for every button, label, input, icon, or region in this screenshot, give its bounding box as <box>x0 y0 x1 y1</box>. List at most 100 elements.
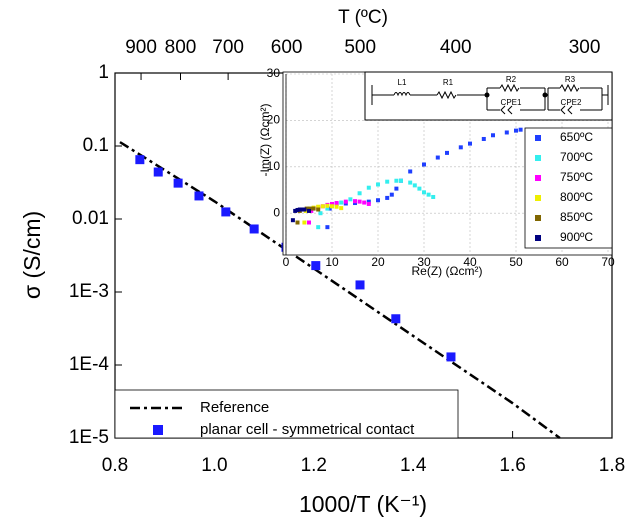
cpe-symbols <box>500 105 573 115</box>
data-point <box>339 200 344 205</box>
data-point <box>316 204 321 209</box>
y-tick-label: 1 <box>98 62 109 83</box>
data-point <box>362 200 367 205</box>
legend-swatch <box>153 425 163 435</box>
data-point <box>385 195 390 200</box>
top-tick-label: 500 <box>344 37 376 58</box>
x-tick-label: 1.6 <box>499 455 525 476</box>
data-point <box>355 280 365 290</box>
data-point <box>408 180 413 185</box>
data-point <box>431 194 436 199</box>
data-point <box>348 197 353 202</box>
inset-legend-swatch <box>535 175 541 181</box>
y-axis-title: σ (S/cm) <box>19 211 45 299</box>
y-tick-label: 0.01 <box>72 208 109 229</box>
data-point <box>325 203 330 208</box>
top-tick-label: 300 <box>569 37 601 58</box>
data-point <box>343 199 348 204</box>
data-point <box>339 206 344 211</box>
data-point <box>389 192 394 197</box>
data-point <box>366 199 371 204</box>
data-point <box>300 207 305 212</box>
legend-box <box>114 389 459 439</box>
data-point <box>446 352 456 362</box>
legend-label: Reference <box>200 399 269 416</box>
data-point <box>307 220 311 225</box>
data-point <box>302 207 307 212</box>
data-point <box>325 206 330 211</box>
data-point <box>325 225 330 230</box>
data-point <box>391 314 401 324</box>
x-axis-title: 1000/T (K⁻¹) <box>299 491 427 517</box>
inset-legend-label: 900ºC <box>560 230 593 244</box>
data-point <box>366 185 371 190</box>
data-point <box>249 224 259 234</box>
data-point <box>330 204 334 209</box>
data-point <box>491 133 495 138</box>
data-point <box>514 128 518 133</box>
top-tick-label: 600 <box>271 37 303 58</box>
inset-x-tick-label: 70 <box>601 255 615 269</box>
top-tick-label: 800 <box>165 37 197 58</box>
inset-x-tick-label: 20 <box>371 255 385 269</box>
inset-x-tick-label: 0 <box>283 255 290 269</box>
inset-x-tick-label: 30 <box>417 255 431 269</box>
data-point <box>307 206 312 211</box>
resistors <box>436 83 580 100</box>
inset-legend-swatch <box>535 215 541 221</box>
inset-y-tick-label: 20 <box>267 113 281 127</box>
data-point <box>311 261 321 271</box>
data-point <box>327 206 332 211</box>
x-tick-label: 1.0 <box>201 455 227 476</box>
data-point <box>304 206 309 211</box>
inset-y-tick-label: 10 <box>267 159 281 173</box>
top-axis-title: T (ºC) <box>338 7 388 28</box>
inset-legend-label: 700ºC <box>560 150 593 164</box>
data-point <box>318 211 323 216</box>
top-tick-label: 900 <box>125 37 157 58</box>
inset-legend-box <box>524 127 613 249</box>
inset-legend-swatch <box>535 155 541 161</box>
data-point <box>408 169 413 174</box>
data-point <box>135 155 145 165</box>
data-point <box>309 208 314 213</box>
data-point <box>311 206 316 211</box>
circuit-label: CPE2 <box>561 98 582 107</box>
data-point <box>334 204 339 209</box>
data-point <box>307 208 311 213</box>
data-point <box>518 127 523 132</box>
x-tick-label: 1.8 <box>599 455 625 476</box>
data-point <box>302 220 307 225</box>
data-point <box>385 179 390 184</box>
legend-label: planar cell - symmetrical contact <box>200 421 415 438</box>
inset-legend-label: 750ºC <box>560 170 593 184</box>
top-tick-label: 700 <box>212 37 244 58</box>
y-tick-label: 0.1 <box>83 135 109 156</box>
inset-legend-swatch <box>535 135 541 141</box>
data-point <box>412 183 417 188</box>
data-point <box>320 204 325 209</box>
inset-y-tick-label: 30 <box>267 66 281 80</box>
data-point <box>293 208 298 213</box>
circuit-label: R1 <box>443 78 454 87</box>
data-point <box>194 191 204 201</box>
inset-y-title: -Im(Z) (Ωcm²) <box>258 104 272 177</box>
data-point <box>297 207 302 212</box>
y-tick-label: 1E-5 <box>69 427 109 448</box>
data-point <box>366 201 371 206</box>
x-tick-label: 0.8 <box>102 455 128 476</box>
data-point <box>458 145 463 150</box>
inset-legend-label: 650ºC <box>560 130 593 144</box>
inset-legend-label: 850ºC <box>560 210 593 224</box>
reference-line <box>119 141 561 440</box>
data-point <box>334 201 339 206</box>
inset-x-tick-label: 50 <box>509 255 523 269</box>
data-point <box>357 199 362 204</box>
data-point <box>295 220 300 225</box>
inset-x-tick-label: 60 <box>555 255 569 269</box>
circuit-label: R3 <box>565 75 576 84</box>
x-tick-label: 1.2 <box>301 455 327 476</box>
data-point <box>153 167 163 177</box>
inductor <box>393 92 411 97</box>
